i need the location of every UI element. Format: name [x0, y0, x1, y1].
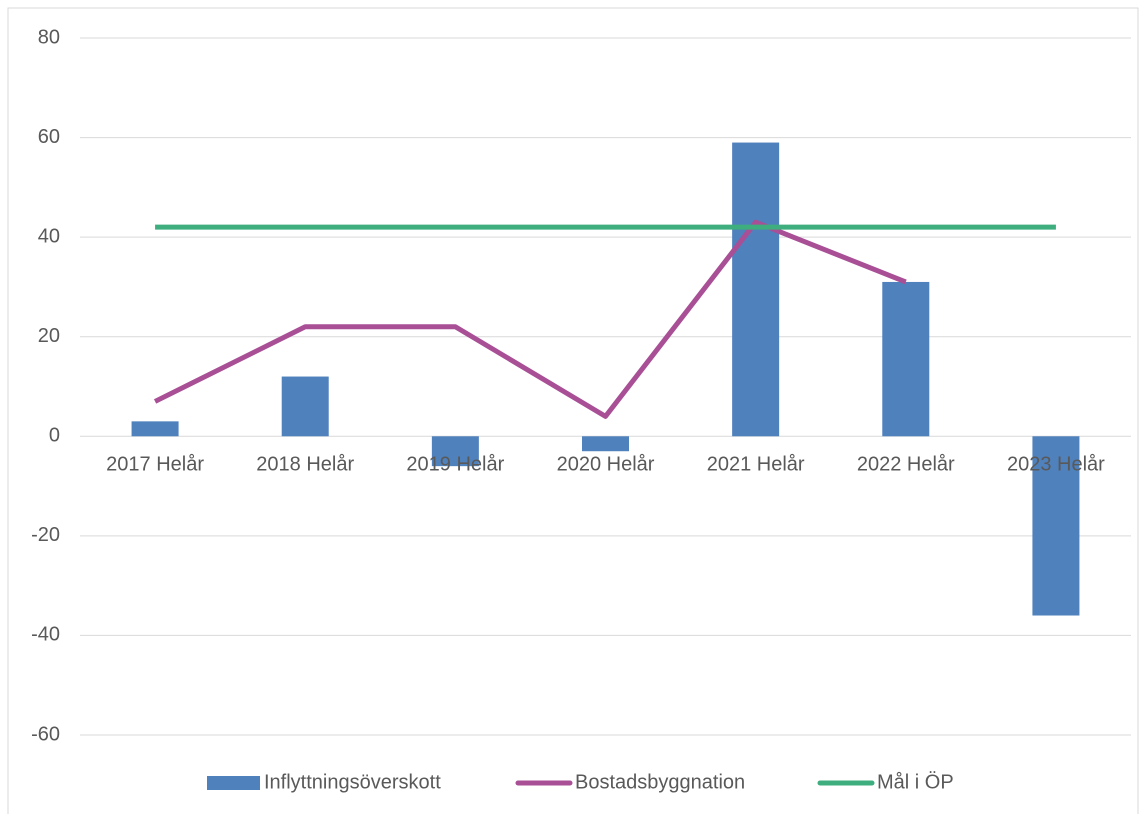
chart-border: [7, 7, 1139, 814]
bar: [431, 436, 479, 467]
y-tick-label: 0: [49, 425, 60, 447]
bar: [131, 421, 179, 437]
y-tick-label: -60: [31, 723, 60, 745]
x-tick-label: 2018 Helår: [256, 453, 354, 475]
y-tick-label: 40: [38, 225, 60, 247]
bar: [732, 142, 780, 437]
legend-label: Inflyttningsöverskott: [264, 771, 441, 793]
y-tick-label: -40: [31, 624, 60, 646]
legend-label: Mål i ÖP: [877, 771, 954, 793]
bar: [582, 436, 629, 452]
legend-label: Bostadsbyggnation: [575, 771, 745, 793]
y-tick-label: 80: [38, 26, 60, 48]
bar: [882, 281, 930, 437]
bar: [1032, 436, 1080, 616]
x-tick-label: 2019 Helår: [406, 453, 504, 475]
bar: [281, 376, 329, 437]
y-tick-label: 60: [38, 126, 60, 148]
x-tick-label: 2023 Helår: [1007, 453, 1105, 475]
x-tick-label: 2022 Helår: [857, 453, 955, 475]
x-tick-label: 2020 Helår: [557, 453, 655, 475]
legend-swatch: [207, 776, 260, 790]
x-tick-label: 2021 Helår: [707, 453, 805, 475]
y-tick-label: 20: [38, 325, 60, 347]
y-tick-label: -20: [31, 524, 60, 546]
line: [153, 219, 907, 419]
x-tick-label: 2017 Helår: [106, 453, 204, 475]
